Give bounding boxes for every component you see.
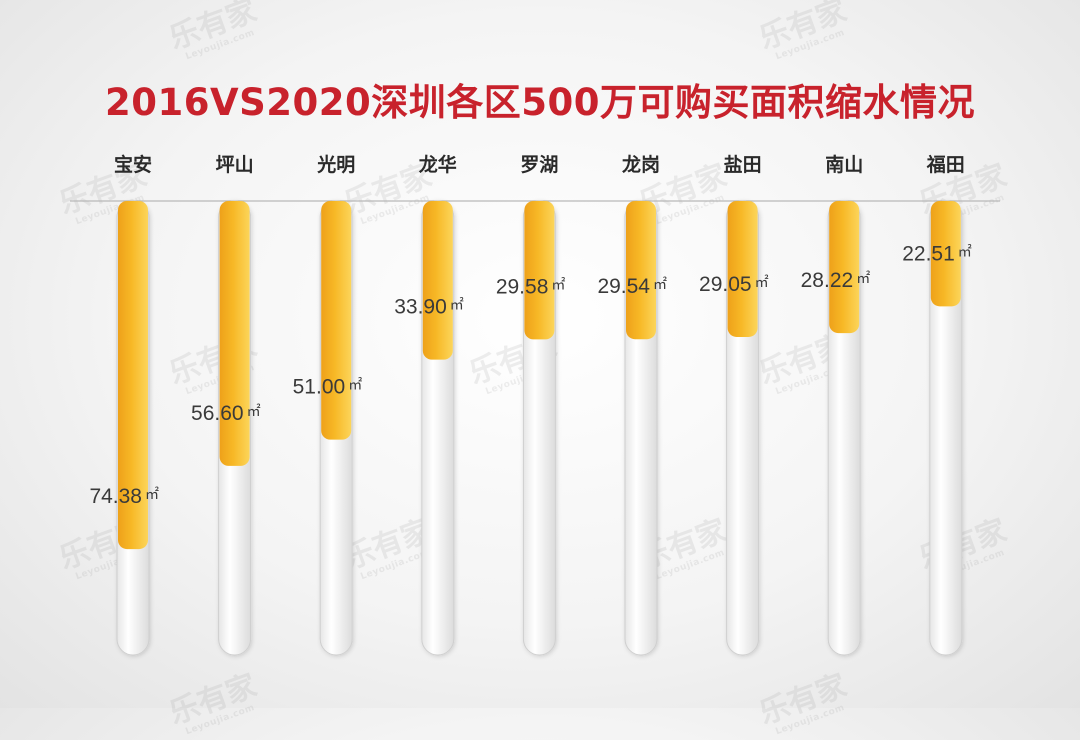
unit-label: ㎡ xyxy=(450,298,464,314)
unit-label: ㎡ xyxy=(755,275,769,291)
bar xyxy=(829,201,860,334)
unit-label: ㎡ xyxy=(348,378,362,394)
data-label: 33.90 xyxy=(394,296,447,319)
data-label: 74.38 xyxy=(89,485,142,508)
data-label: 29.54 xyxy=(597,275,650,298)
data-label: 29.58 xyxy=(496,275,549,298)
category-label: 宝安 xyxy=(114,153,152,176)
bar xyxy=(524,201,555,340)
chart-title: 2016VS2020深圳各区500万可购买面积缩水情况 xyxy=(105,81,975,124)
bar xyxy=(422,201,453,360)
category-label: 盐田 xyxy=(724,153,762,176)
unit-label: ㎡ xyxy=(551,277,565,293)
category-label: 龙岗 xyxy=(622,153,660,176)
data-label: 22.51 xyxy=(902,242,955,265)
chart-stage: 乐有家 Leyoujia.com 乐有家 Leyoujia.com 乐有家 Leyouji… xyxy=(55,0,1012,737)
data-label: 29.05 xyxy=(699,273,752,296)
unit-label: ㎡ xyxy=(958,244,972,260)
category-label: 坪山 xyxy=(216,154,254,176)
unit-label: ㎡ xyxy=(247,404,261,420)
data-label: 51.00 xyxy=(293,376,346,399)
category-label: 龙华 xyxy=(419,153,457,176)
unit-label: ㎡ xyxy=(653,277,667,293)
unit-label: ㎡ xyxy=(856,271,870,287)
bar xyxy=(321,201,352,440)
unit-label: ㎡ xyxy=(145,487,159,503)
category-label: 南山 xyxy=(825,154,863,176)
data-label: 28.22 xyxy=(801,269,854,292)
bar xyxy=(930,201,961,307)
bar xyxy=(626,201,656,340)
category-label: 罗湖 xyxy=(520,154,558,176)
bar xyxy=(219,201,250,466)
data-label: 56.60 xyxy=(191,402,244,425)
bar xyxy=(118,201,148,550)
category-label: 光明 xyxy=(316,153,355,176)
category-label: 福田 xyxy=(926,153,965,176)
bar xyxy=(727,201,758,337)
